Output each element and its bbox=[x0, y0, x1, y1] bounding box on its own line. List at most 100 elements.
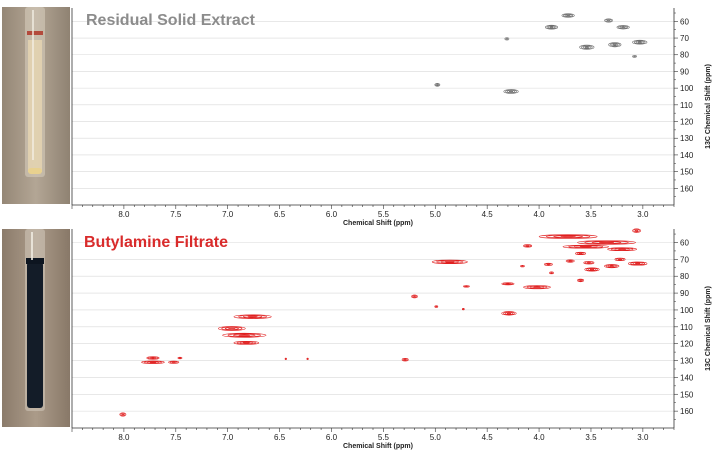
x-tick-label: 3.5 bbox=[585, 433, 597, 442]
contour-ring bbox=[584, 267, 600, 272]
contour-peak bbox=[584, 267, 600, 272]
contour-ring bbox=[545, 263, 552, 266]
y-tick-label: 70 bbox=[680, 255, 689, 264]
y-tick-label: 130 bbox=[680, 134, 694, 143]
contour-peak bbox=[233, 314, 272, 319]
contour-peak bbox=[523, 285, 551, 290]
y-tick-label: 100 bbox=[680, 84, 694, 93]
x-tick-label: 3.0 bbox=[637, 210, 649, 219]
contour-ring bbox=[403, 358, 407, 361]
contour-ring bbox=[576, 252, 585, 255]
y-axis-label: 13C Chemical Shift (ppm) bbox=[705, 286, 712, 371]
contour-ring bbox=[633, 40, 646, 45]
contour-ring bbox=[628, 261, 648, 266]
contour-ring bbox=[247, 315, 258, 318]
x-tick-label: 5.5 bbox=[378, 210, 390, 219]
contour-ring bbox=[120, 413, 126, 416]
contour-ring bbox=[146, 361, 159, 364]
y-tick-label: 110 bbox=[680, 101, 693, 110]
contour-ring bbox=[147, 356, 158, 360]
y-tick-label: 80 bbox=[680, 272, 689, 281]
contour-peak bbox=[501, 311, 517, 316]
contour-ring bbox=[285, 358, 287, 360]
contour-ring bbox=[506, 312, 512, 315]
contour-ring bbox=[177, 356, 183, 360]
contour-ring bbox=[144, 360, 162, 364]
contour-ring bbox=[411, 294, 418, 299]
contour-peak bbox=[461, 308, 465, 311]
contour-ring bbox=[505, 312, 513, 315]
contour-ring bbox=[575, 251, 587, 256]
contour-peak bbox=[544, 24, 559, 30]
contour-peak bbox=[501, 282, 515, 286]
contour-ring bbox=[242, 342, 250, 344]
contour-peak bbox=[520, 264, 525, 268]
contour-peak bbox=[632, 39, 648, 45]
x-tick-label: 4.0 bbox=[534, 433, 546, 442]
contour-peak bbox=[284, 357, 287, 360]
contour-ring bbox=[608, 42, 622, 48]
contour-ring bbox=[233, 314, 272, 319]
contour-peak bbox=[632, 55, 637, 58]
contour-ring bbox=[616, 258, 624, 261]
contour-peak bbox=[431, 259, 468, 265]
x-tick-label: 7.5 bbox=[170, 210, 182, 219]
y-tick-label: 90 bbox=[680, 289, 689, 298]
contour-peak bbox=[543, 262, 553, 266]
contour-ring bbox=[413, 295, 416, 298]
contour-ring bbox=[546, 234, 591, 239]
contour-ring bbox=[546, 25, 557, 30]
contour-ring bbox=[568, 260, 572, 262]
x-tick-label: 7.5 bbox=[170, 433, 182, 442]
contour-ring bbox=[238, 334, 251, 337]
x-tick-label: 3.5 bbox=[585, 210, 597, 219]
contour-ring bbox=[632, 39, 648, 45]
contour-ring bbox=[119, 412, 127, 417]
contour-ring bbox=[618, 25, 629, 29]
contour-peak bbox=[462, 285, 470, 288]
contour-peak bbox=[614, 257, 626, 262]
contour-ring bbox=[434, 305, 439, 308]
contour-ring bbox=[523, 285, 551, 290]
contour-peak bbox=[608, 42, 622, 48]
contour-ring bbox=[561, 13, 575, 18]
x-tick-label: 5.5 bbox=[378, 433, 390, 442]
chart-panel-residual: 8.0 7.5 7.0 6.5 6.0 5.5 5.0 4.5 4.0 3.5 3.0 60 70 80 9… bbox=[71, 8, 712, 227]
contour-ring bbox=[610, 247, 634, 251]
contour-ring bbox=[609, 265, 614, 267]
contour-ring bbox=[568, 245, 604, 249]
tube-photo-bottom bbox=[2, 229, 70, 427]
contour-ring bbox=[584, 240, 629, 245]
contour-ring bbox=[591, 241, 622, 244]
contour-ring bbox=[402, 358, 408, 361]
y-tick-label: 100 bbox=[680, 306, 694, 315]
contour-ring bbox=[436, 260, 464, 264]
contour-ring bbox=[633, 55, 636, 58]
contour-ring bbox=[222, 332, 267, 338]
contour-ring bbox=[401, 358, 409, 362]
contour-ring bbox=[168, 360, 180, 364]
y-tick-label: 60 bbox=[680, 17, 689, 26]
chart-title: Butylamine Filtrate bbox=[84, 234, 228, 251]
contour-ring bbox=[178, 357, 182, 359]
contour-peak bbox=[604, 264, 620, 269]
contour-ring bbox=[586, 261, 591, 264]
contour-ring bbox=[605, 19, 612, 22]
contour-peak bbox=[561, 13, 575, 18]
contour-ring bbox=[284, 357, 287, 360]
contour-ring bbox=[630, 262, 645, 266]
contour-ring bbox=[632, 55, 637, 58]
contour-peak bbox=[628, 261, 648, 266]
contour-ring bbox=[618, 248, 627, 250]
x-tick-label: 6.5 bbox=[274, 433, 286, 442]
contour-ring bbox=[504, 37, 510, 41]
contour-ring bbox=[431, 259, 468, 265]
contour-peak bbox=[565, 259, 575, 263]
contour-ring bbox=[503, 89, 519, 94]
y-tick-label: 130 bbox=[680, 357, 694, 366]
contour-ring bbox=[632, 262, 643, 265]
contour-ring bbox=[579, 279, 582, 282]
contour-ring bbox=[578, 252, 583, 255]
x-tick-label: 6.0 bbox=[326, 433, 338, 442]
